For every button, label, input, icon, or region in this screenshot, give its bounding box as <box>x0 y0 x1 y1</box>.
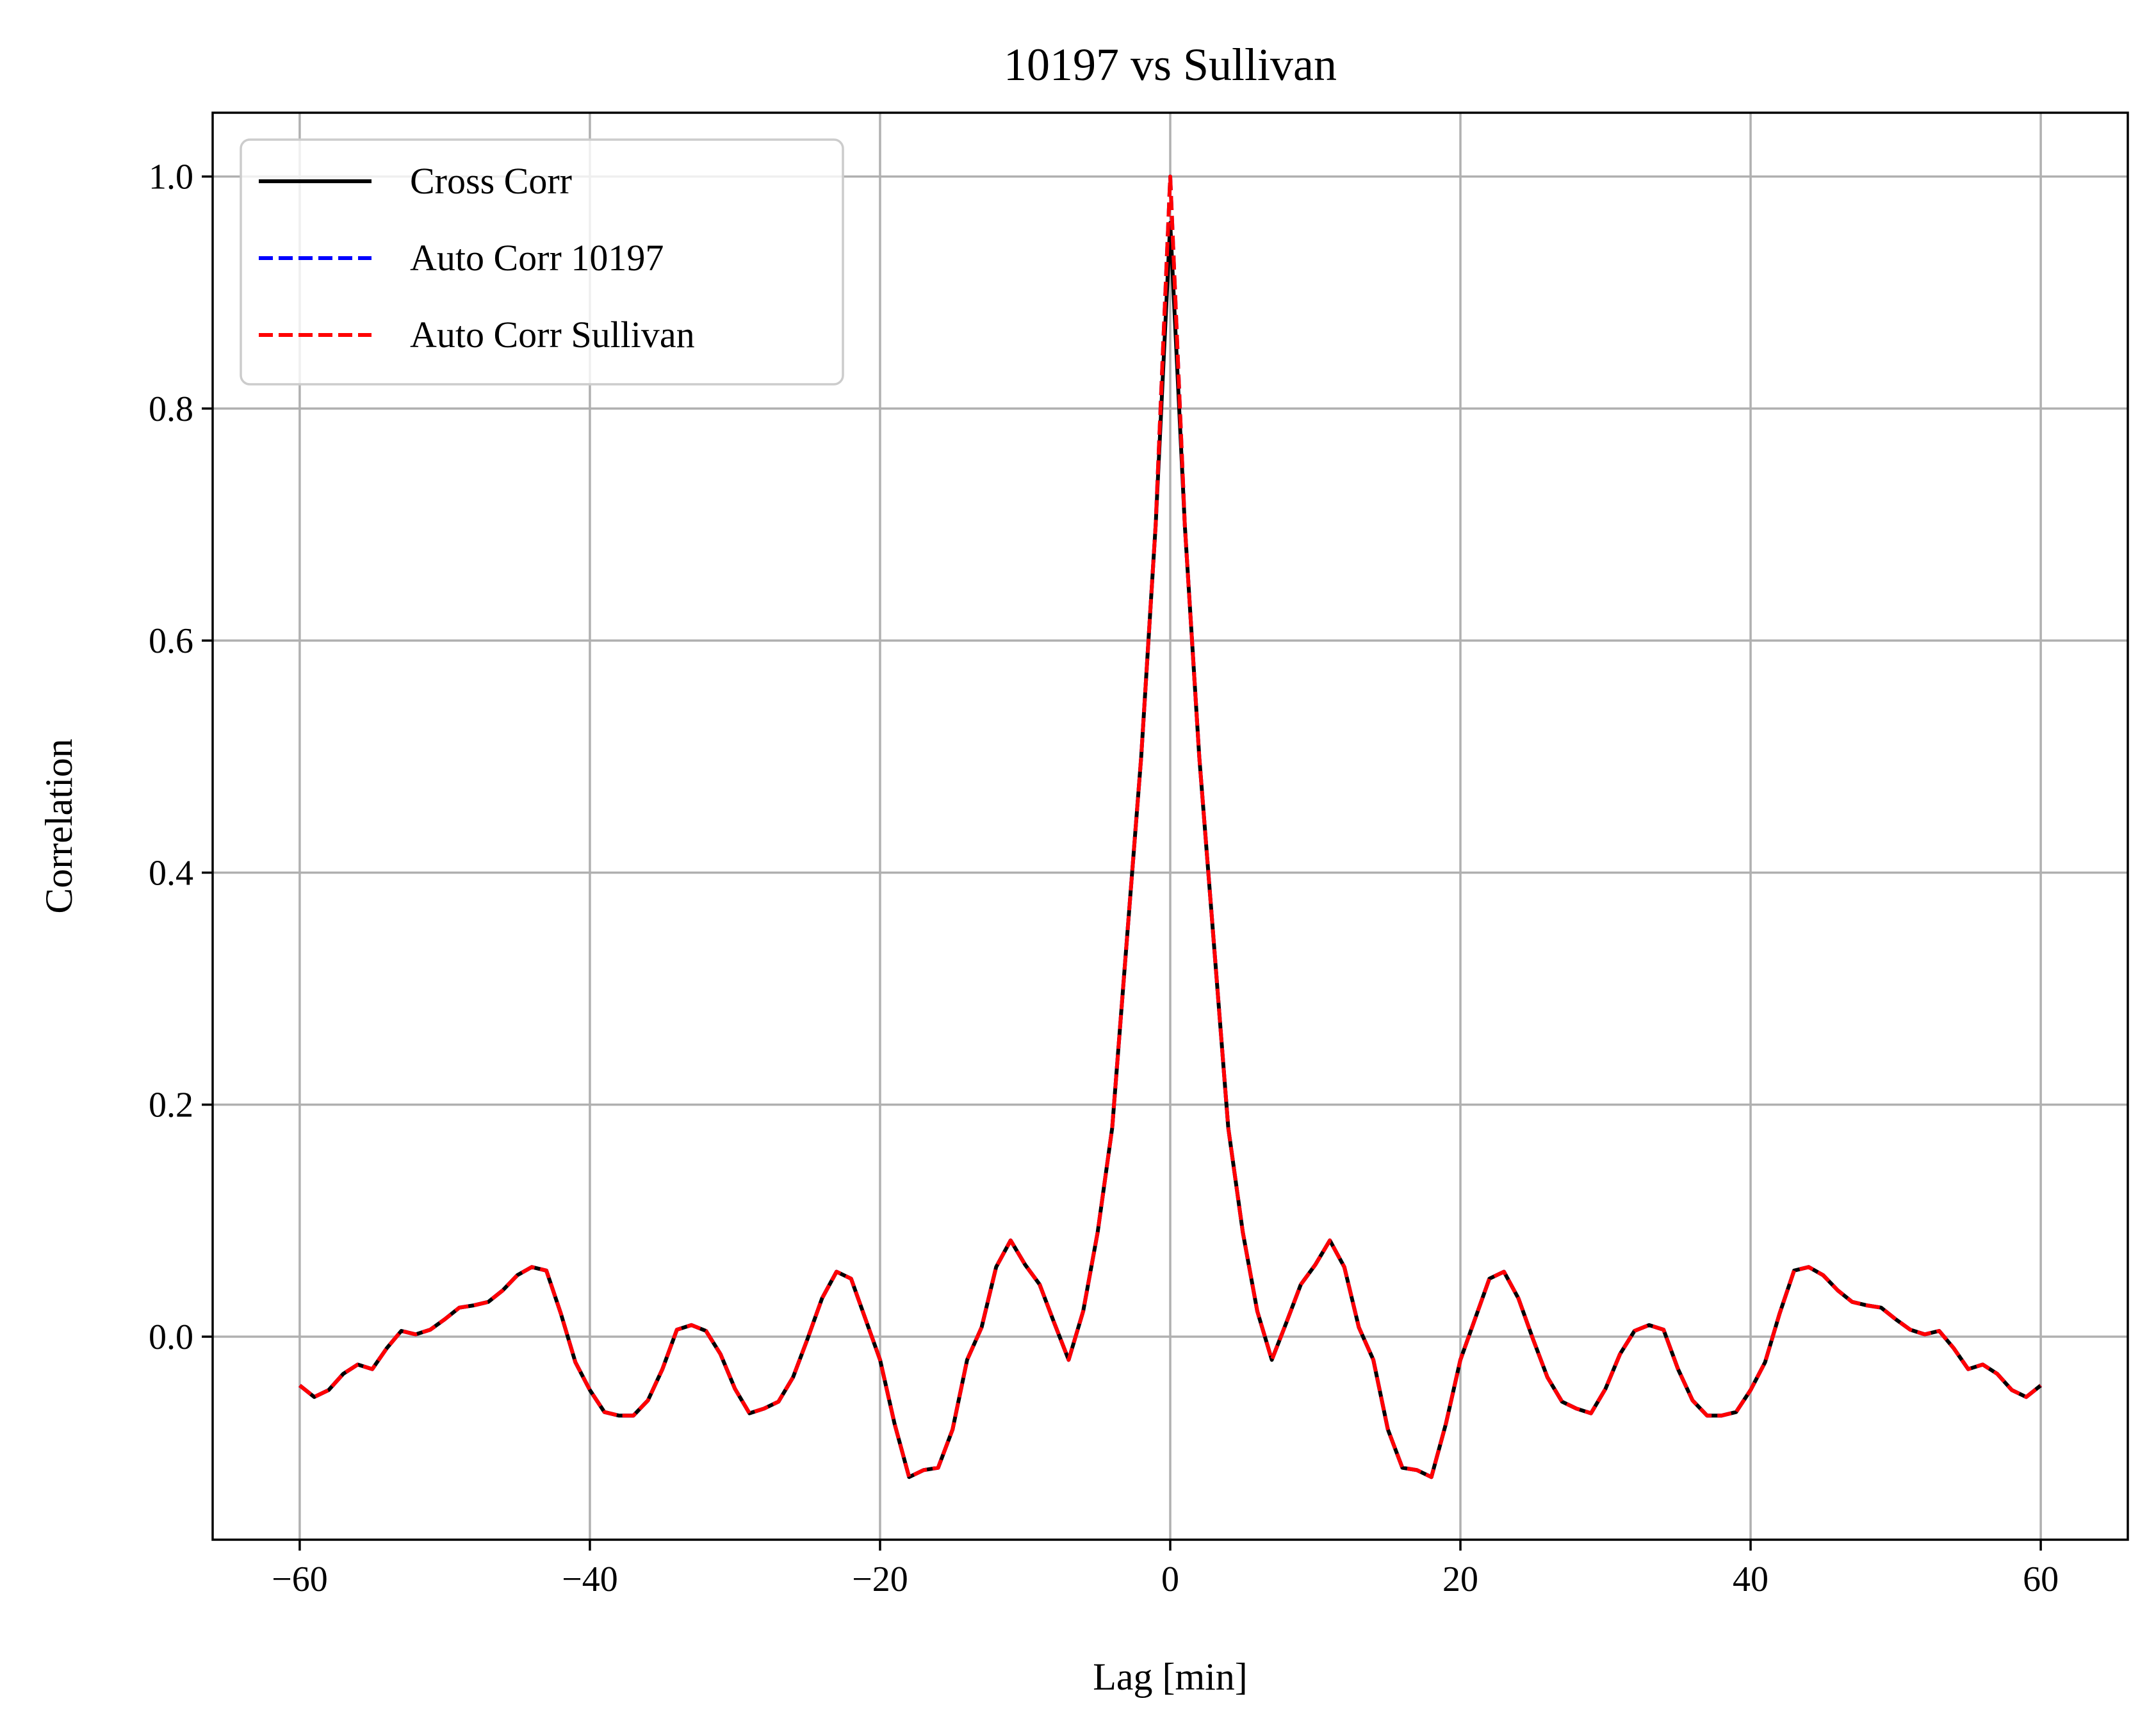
y-tick-label: 0.0 <box>149 1317 193 1357</box>
x-tick-label: −60 <box>272 1560 328 1599</box>
y-tick-label: 0.6 <box>149 621 193 661</box>
chart-title: 10197 vs Sullivan <box>1004 39 1337 90</box>
x-tick-label: 60 <box>2023 1560 2059 1599</box>
y-tick-label: 0.8 <box>149 389 193 429</box>
ticks: −60 −40 −20 0 20 40 60 0.0 0.2 0.4 0.6 0.8 1.0 <box>149 158 2059 1599</box>
grid <box>213 113 2128 1540</box>
legend: Cross Corr Auto Corr 10197 Auto Corr Sul… <box>240 138 844 386</box>
x-tick-label: 0 <box>1161 1560 1179 1599</box>
legend-label-cross-corr: Cross Corr <box>410 160 572 202</box>
x-tick-label: 40 <box>1733 1560 1768 1599</box>
legend-box <box>240 138 844 386</box>
x-axis-label: Lag [min] <box>1093 1656 1248 1698</box>
y-tick-label: 0.2 <box>149 1086 193 1125</box>
y-axis-label: Correlation <box>38 738 80 913</box>
y-tick-label: 1.0 <box>149 158 193 197</box>
x-tick-label: 20 <box>1442 1560 1478 1599</box>
x-tick-label: −20 <box>852 1560 908 1599</box>
series-line-auto-corr-sullivan <box>298 174 2042 1479</box>
y-tick-label: 0.4 <box>149 853 193 893</box>
series-lines <box>298 174 2042 1479</box>
legend-label-auto-corr-sullivan: Auto Corr Sullivan <box>410 314 695 355</box>
x-tick-label: −40 <box>562 1560 618 1599</box>
legend-label-auto-corr-10197: Auto Corr 10197 <box>410 237 664 279</box>
